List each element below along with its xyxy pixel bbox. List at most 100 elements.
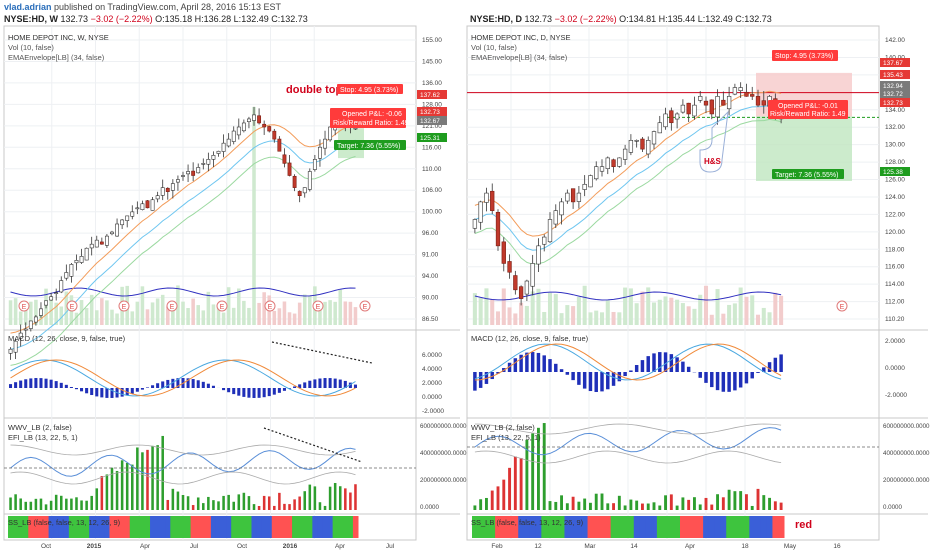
r-volume-bar: [617, 312, 622, 325]
r-ss-cell: [697, 516, 704, 538]
l-ema-lower: [10, 155, 356, 366]
l-wwv-bar: [303, 491, 307, 510]
l-wwv-bar: [217, 501, 220, 510]
r-macd-histogram-bar: [577, 372, 581, 385]
l-volume-bar: [206, 291, 211, 325]
l-wwv-bar: [262, 495, 266, 510]
l-wwv-bar: [39, 498, 43, 510]
r-ss-cell: [576, 516, 583, 538]
r-price-tag-box: [880, 70, 910, 79]
l-wwv-bar: [49, 500, 53, 510]
l-wwv-bar: [237, 494, 241, 510]
r-volume-bar: [490, 298, 495, 325]
l-wwv-bar: [54, 494, 58, 510]
r-macd-histogram-bar: [559, 369, 564, 372]
l-volume-bar: [100, 298, 104, 325]
l-volume-bar: [252, 106, 256, 325]
l-ss-cell: [53, 516, 60, 538]
r-ss-cell: [708, 516, 716, 538]
l-time-axis-label: Oct: [41, 543, 51, 550]
l-wwv-bar: [131, 464, 134, 510]
l-volume-bar: [186, 308, 190, 325]
r-wwv-bar: [733, 491, 737, 510]
r-volume-bar: [478, 297, 483, 325]
l-volume-bar: [166, 306, 170, 325]
l-ss-cell: [342, 516, 349, 538]
r-ss-cell: [680, 516, 687, 538]
l-ss-cell: [18, 516, 24, 538]
r-volume-ma-line: [474, 291, 782, 301]
r-price-tag: 137.67: [883, 60, 903, 67]
l-ss-cell: [129, 516, 136, 538]
r-efi-line: [474, 427, 782, 456]
left-ss-strip: [8, 516, 359, 538]
left-wwv-panel: 600000000.0000 400000000.0000 200000000.00…: [4, 423, 467, 511]
l-time-axis-label: Oct: [237, 543, 247, 550]
r-volume-bar: [703, 285, 709, 325]
l-candle-body: [145, 200, 150, 209]
l-wwv-bar: [207, 496, 210, 510]
l-volume-bar: [308, 295, 312, 325]
author-name[interactable]: vlad.adrian: [4, 2, 52, 12]
l-ss-cell: [68, 516, 75, 538]
l-wwv-bar: [333, 482, 337, 510]
l-wwv-bar: [85, 500, 88, 510]
l-candle-body: [104, 235, 109, 246]
l-ss-cell: [221, 516, 227, 538]
l-ss-cell: [160, 516, 166, 538]
r-volume-bar: [773, 292, 778, 325]
r-wwv-axis-label: 400000000.0000: [883, 450, 930, 457]
l-ss-cell: [337, 516, 344, 538]
l-macd-histogram-bar: [282, 388, 286, 391]
l-wwv-bar: [105, 474, 109, 510]
r-macd-histogram-bar: [536, 352, 541, 372]
r-wwv-bar: [612, 503, 615, 510]
left-ohlc: O:135.18 H:136.28 L:132.49 C:132.73: [155, 14, 308, 24]
r-time-axis-label: 12: [534, 543, 542, 550]
r-ss-cell: [743, 516, 750, 538]
r-wwv-bar: [548, 501, 552, 510]
l-macd-histogram-bar: [171, 378, 175, 388]
r-candle-body: [761, 100, 766, 106]
l-volume-bar: [247, 307, 251, 325]
l-ss-cell: [8, 516, 14, 538]
l-earnings-marker-label: E: [170, 304, 175, 311]
r-candle-body: [680, 104, 686, 113]
r-ss-cell: [714, 516, 721, 538]
l-macd-axis-label: 0.0000: [422, 394, 442, 401]
l-wwv-band-upper: [10, 444, 356, 456]
l-volume-bar: [328, 300, 332, 325]
r-volume-bar: [686, 306, 691, 325]
r-macd-histogram-bar: [548, 359, 552, 372]
l-ss-cell: [302, 516, 308, 538]
l-macd-histogram-bar: [161, 381, 165, 388]
l-volume-bar: [231, 307, 236, 325]
l-candle-body: [211, 154, 216, 160]
l-macd-line: [10, 359, 356, 397]
l-volume-bar: [135, 301, 140, 325]
r-volume-bar: [530, 291, 535, 325]
l-ss-cell: [180, 516, 187, 538]
l-ss-cell: [271, 516, 278, 538]
l-wwv-axis-label: 400000000.0000: [420, 450, 467, 457]
r-volume-bar: [721, 313, 726, 325]
right-stop-label: Stop: 4.95 (3.73%): [775, 53, 833, 60]
l-candle-body: [84, 247, 89, 261]
r-macd-histogram-bar: [565, 372, 570, 375]
l-wwv-bar: [257, 505, 261, 510]
l-candle-body: [186, 171, 190, 175]
l-candle-body: [302, 187, 307, 194]
r-macd-axis-label: 2.0000: [885, 338, 905, 345]
l-wwv-bar: [90, 495, 93, 510]
l-candle-body: [312, 159, 317, 170]
l-price-tag: 125.31: [420, 135, 440, 142]
r-volume-bar: [675, 299, 680, 325]
r-wwv-bar: [513, 456, 517, 510]
r-candle-body: [478, 201, 483, 223]
r-wwv-bar: [664, 495, 667, 510]
r-ss-cell: [506, 516, 513, 538]
right-macd-title: MACD (12, 26, close, 9, false, true): [471, 334, 589, 343]
l-wwv-bar: [202, 503, 205, 510]
l-ss-cell: [124, 516, 131, 538]
l-volume-bar: [145, 309, 150, 325]
